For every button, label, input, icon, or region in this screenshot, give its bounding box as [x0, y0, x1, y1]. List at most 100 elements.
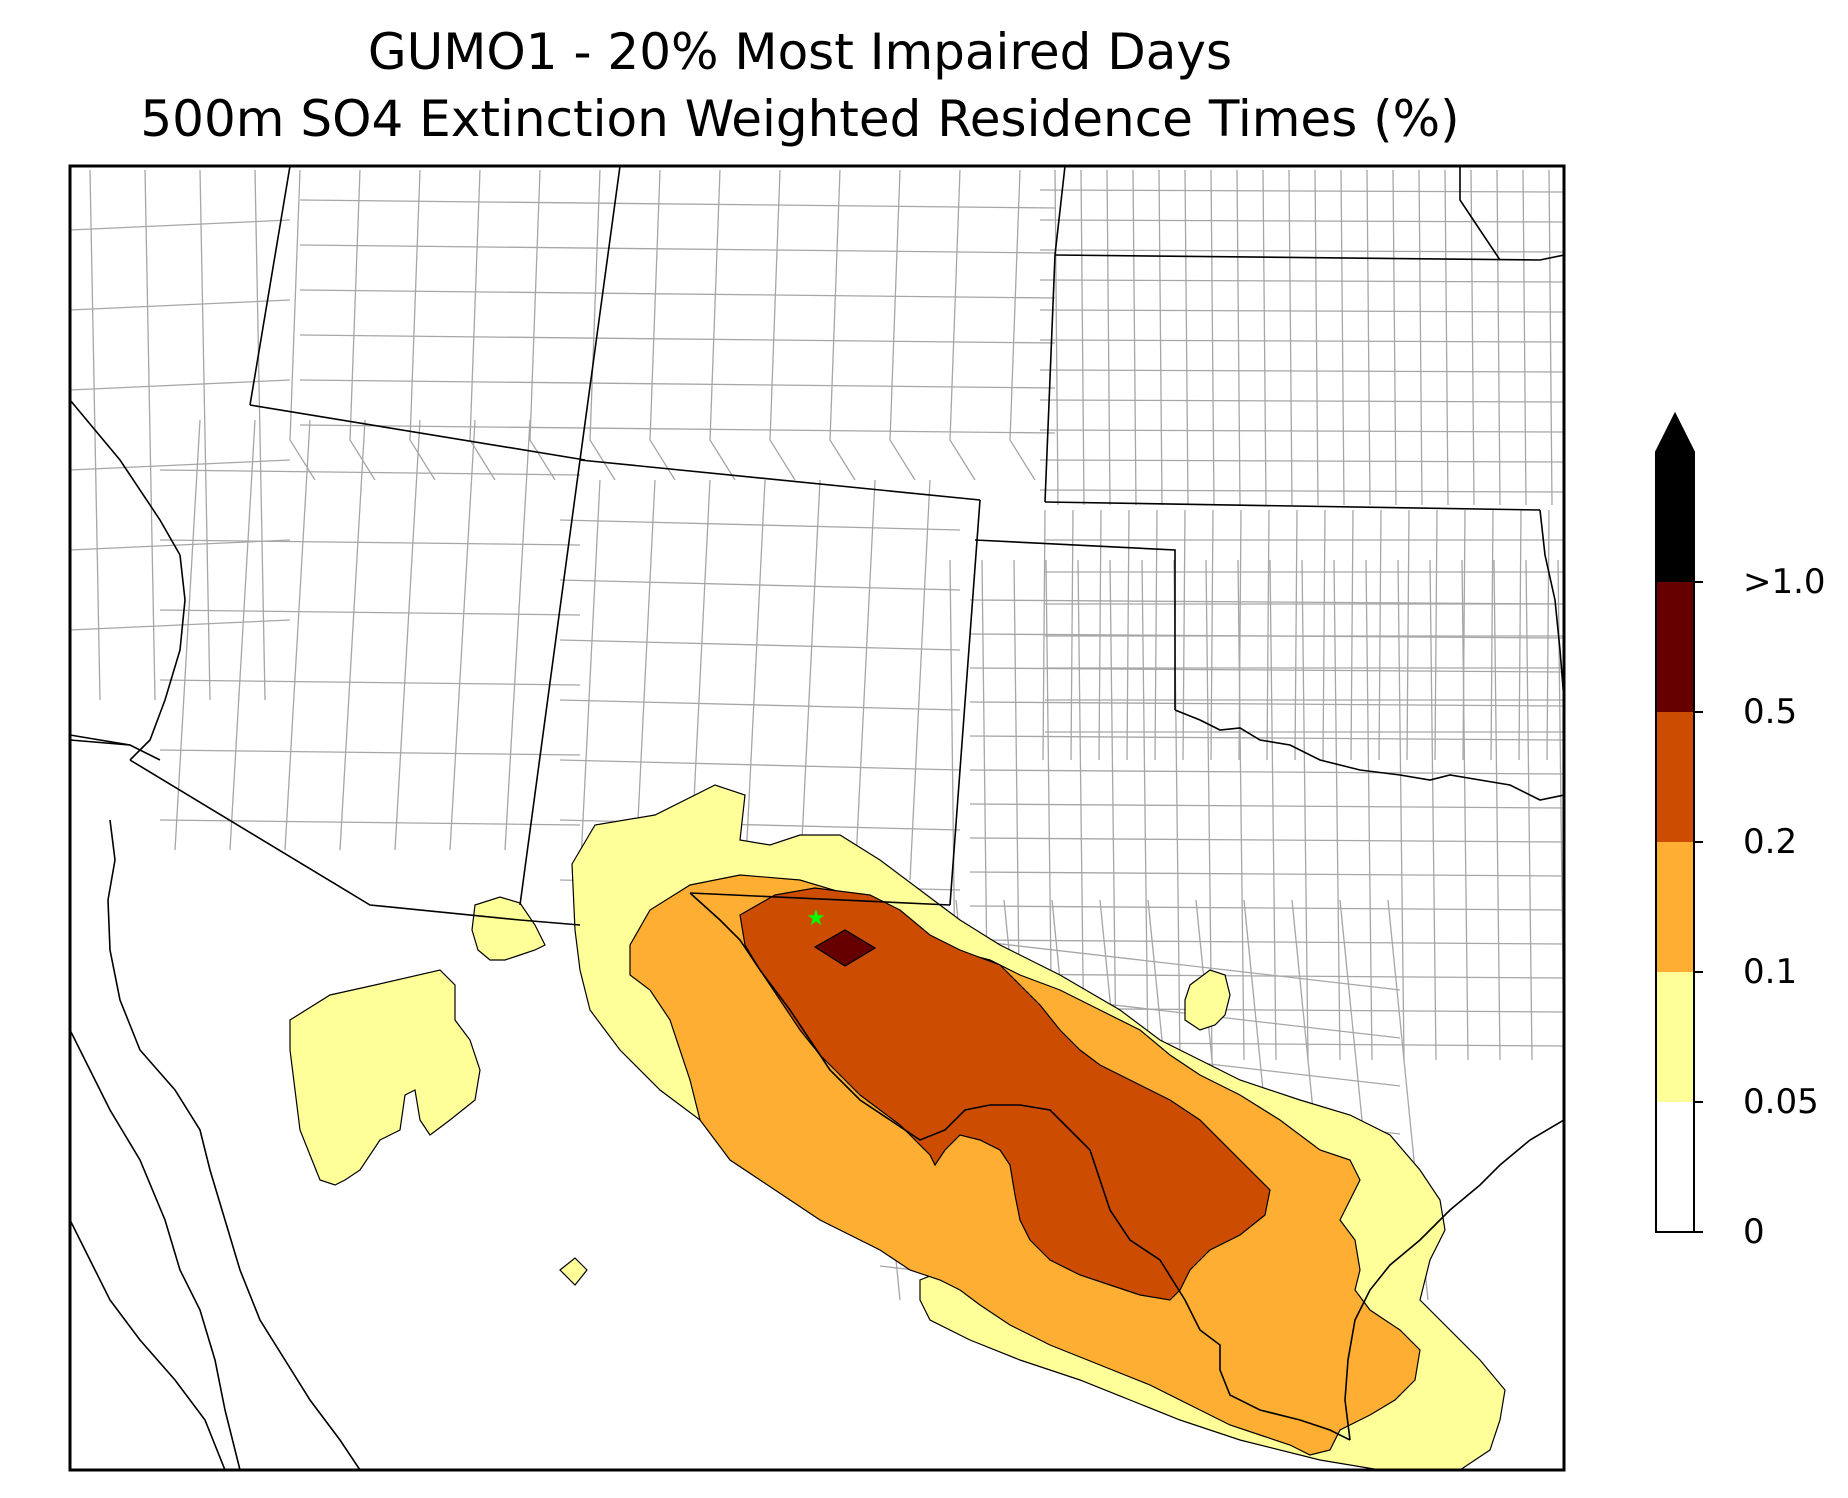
- county-line: [1039, 219, 1564, 223]
- contour-0-05-west: [289, 969, 481, 1186]
- county-line: [284, 419, 311, 851]
- county-line: [1406, 509, 1410, 761]
- colorbar-label-0: 0: [1743, 1212, 1765, 1252]
- colorbar-segment: [1656, 1102, 1694, 1232]
- county-line: [1496, 169, 1501, 506]
- colorbar-label-0-1: 0.1: [1743, 952, 1798, 992]
- county-line: [409, 169, 436, 481]
- county-line: [1470, 169, 1475, 506]
- county-line: [769, 169, 796, 481]
- county-line: [949, 169, 976, 481]
- contour-0-5: [813, 929, 877, 967]
- county-line: [969, 667, 1564, 673]
- county-line: [969, 599, 1564, 605]
- county-line: [1546, 509, 1550, 761]
- county-line: [1522, 169, 1527, 506]
- county-line: [1039, 249, 1564, 253]
- map-frame: [68, 164, 1566, 1472]
- county-line: [1054, 169, 1059, 506]
- county-line: [969, 871, 1564, 877]
- county-line: [529, 169, 556, 481]
- county-line: [70, 539, 291, 551]
- county-line: [969, 905, 1564, 911]
- colorbar-label-0-05: 0.05: [1743, 1082, 1819, 1122]
- county-line: [1077, 559, 1085, 1061]
- county-line: [159, 469, 581, 476]
- colorbar-label-0-5: 0.5: [1743, 692, 1798, 732]
- colorbar-segment: [1656, 452, 1694, 582]
- county-line: [1141, 559, 1149, 1061]
- colorbar: [1655, 411, 1703, 1233]
- county-line: [159, 609, 581, 616]
- county-line: [1366, 169, 1371, 506]
- county-line: [1461, 559, 1469, 1061]
- county-line: [579, 479, 601, 881]
- county-line: [229, 419, 256, 851]
- county-line: [1039, 339, 1564, 343]
- county-line: [299, 199, 1056, 209]
- county-line: [1518, 509, 1522, 761]
- county-line: [469, 169, 496, 481]
- county-line: [589, 169, 616, 481]
- county-line: [854, 479, 876, 881]
- county-line: [70, 299, 291, 311]
- county-line: [299, 379, 1056, 389]
- contour-fills: [289, 784, 1506, 1470]
- county-line: [1266, 509, 1270, 761]
- county-line: [1288, 169, 1293, 506]
- county-line: [1237, 559, 1245, 1061]
- county-line: [969, 837, 1564, 843]
- county-line: [889, 169, 916, 481]
- county-line: [394, 419, 421, 851]
- county-line: [1039, 369, 1564, 373]
- county-line: [1322, 509, 1326, 761]
- county-line: [969, 769, 1564, 775]
- county-line: [829, 169, 856, 481]
- county-line: [349, 169, 376, 481]
- county-line: [1009, 169, 1036, 481]
- county-line: [1080, 169, 1085, 506]
- county-line: [299, 424, 1056, 434]
- contour-0-05-small-north: [471, 896, 546, 961]
- county-line: [559, 699, 961, 711]
- county-line: [1490, 509, 1494, 761]
- colorbar-outline: [1655, 411, 1695, 1233]
- county-line: [1158, 169, 1163, 506]
- county-line: [339, 419, 366, 851]
- county-line: [504, 419, 531, 851]
- county-line: [299, 244, 1056, 254]
- county-line: [199, 169, 211, 701]
- county-line: [299, 289, 1056, 299]
- county-line: [799, 479, 821, 881]
- county-line: [559, 519, 961, 531]
- county-line: [1434, 509, 1438, 761]
- contour-0-05-small-south: [559, 1257, 588, 1286]
- county-line: [254, 169, 266, 701]
- colorbar-label-0-2: 0.2: [1743, 822, 1798, 862]
- county-line: [1314, 169, 1319, 506]
- county-line: [969, 973, 1564, 979]
- county-line: [70, 219, 291, 231]
- county-line: [559, 579, 961, 591]
- county-line: [1109, 559, 1117, 1061]
- colorbar-segment: [1656, 582, 1694, 712]
- county-line: [1378, 509, 1382, 761]
- county-line: [1039, 489, 1564, 493]
- map-subtitle: 500m SO4 Extinction Weighted Residence T…: [140, 90, 1460, 148]
- county-line: [174, 419, 201, 851]
- county-line: [1262, 169, 1267, 506]
- county-line: [70, 619, 291, 631]
- colorbar-segment: [1656, 842, 1694, 972]
- county-line: [70, 459, 291, 471]
- colorbar-segment: [1656, 972, 1694, 1102]
- county-line: [449, 419, 476, 851]
- county-line: [1350, 509, 1354, 761]
- contour-0-2: [739, 887, 1271, 1301]
- county-line: [1418, 169, 1423, 506]
- county-line: [1039, 399, 1564, 403]
- county-line: [1039, 429, 1564, 433]
- county-line: [969, 939, 1564, 945]
- county-line: [1132, 169, 1137, 506]
- county-line: [1039, 189, 1564, 193]
